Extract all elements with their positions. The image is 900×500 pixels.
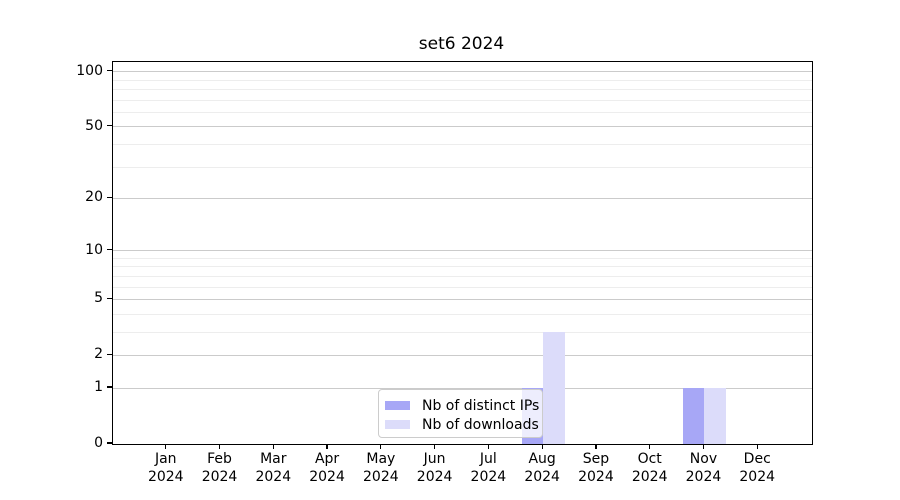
x-tick-month: Aug — [528, 451, 556, 467]
gridline-minor — [113, 275, 812, 277]
x-tick-month: Dec — [743, 451, 771, 467]
x-tick-label: Feb 2024 — [190, 450, 250, 486]
gridline-minor — [113, 257, 812, 259]
x-tick-year: 2024 — [685, 469, 722, 485]
gridline-minor — [113, 331, 812, 333]
y-tick-label: 5 — [94, 290, 103, 307]
x-tick-label: Aug 2024 — [512, 450, 572, 486]
gridline-major — [113, 126, 812, 128]
gridline-minor — [113, 99, 812, 101]
gridline-minor — [113, 166, 812, 168]
y-tick-label: 2 — [94, 346, 103, 363]
legend: Nb of distinct IPs Nb of downloads — [378, 389, 543, 438]
x-tick-mark — [165, 444, 167, 449]
x-tick-label: Sep 2024 — [566, 450, 626, 486]
x-tick-year: 2024 — [578, 469, 614, 485]
legend-swatch-distinct-ips — [385, 401, 410, 410]
x-tick-label: Jan 2024 — [136, 450, 196, 486]
x-tick-year: 2024 — [470, 469, 507, 485]
gridline-major — [113, 250, 812, 252]
x-tick-mark — [595, 444, 597, 449]
x-tick-label: Mar 2024 — [243, 450, 303, 486]
x-tick-month: Oct — [637, 451, 662, 467]
x-tick-year: 2024 — [309, 469, 345, 485]
bar-distinct-ips — [682, 388, 705, 444]
y-tick-mark — [107, 297, 112, 300]
y-tick-label: 20 — [85, 189, 103, 206]
gridline-minor — [113, 79, 812, 81]
x-tick-label: Jun 2024 — [405, 450, 465, 486]
x-tick-label: Nov 2024 — [673, 450, 733, 486]
gridline-minor — [113, 143, 812, 145]
x-tick-month: Mar — [260, 451, 287, 467]
gridline-major — [113, 298, 812, 300]
gridline-major — [113, 71, 812, 73]
legend-item-distinct-ips: Nb of distinct IPs — [385, 396, 542, 415]
y-tick-label: 0 — [94, 435, 103, 451]
x-tick-label: Oct 2024 — [620, 450, 680, 486]
gridline-minor — [113, 286, 812, 288]
gridline-major — [113, 197, 812, 199]
legend-label-downloads: Nb of downloads — [422, 416, 539, 433]
x-tick-month: Feb — [207, 451, 232, 467]
y-tick-mark — [107, 125, 112, 127]
x-tick-mark — [272, 444, 274, 449]
x-tick-mark — [434, 444, 436, 449]
x-tick-month: Sep — [582, 451, 610, 467]
x-tick-year: 2024 — [147, 469, 184, 485]
x-tick-month: Jun — [423, 451, 446, 467]
x-tick-mark — [218, 444, 221, 449]
legend-item-downloads: Nb of downloads — [385, 415, 542, 434]
y-tick-mark — [107, 353, 112, 355]
x-tick-year: 2024 — [201, 469, 238, 485]
x-tick-mark — [326, 444, 328, 449]
y-tick-mark — [107, 386, 112, 388]
x-tick-year: 2024 — [739, 469, 776, 485]
y-tick-label: 10 — [85, 241, 103, 258]
legend-swatch-downloads — [385, 420, 410, 429]
x-tick-label: Dec 2024 — [727, 450, 787, 486]
plot-area — [112, 61, 813, 445]
y-tick-label: 50 — [85, 117, 103, 134]
x-tick-mark — [541, 444, 543, 449]
gridline-minor — [113, 89, 812, 91]
x-tick-label: Apr 2024 — [297, 450, 357, 486]
x-tick-year: 2024 — [416, 469, 453, 485]
y-tick-mark — [107, 70, 112, 72]
x-tick-year: 2024 — [363, 469, 399, 485]
x-tick-mark — [702, 444, 705, 449]
x-tick-year: 2024 — [631, 469, 668, 485]
x-tick-month: Jul — [479, 451, 497, 467]
x-tick-mark — [380, 444, 382, 449]
gridline-minor — [113, 313, 812, 315]
x-tick-month: Jan — [154, 451, 177, 467]
bar-downloads — [543, 332, 565, 444]
x-tick-mark — [487, 444, 489, 449]
x-tick-year: 2024 — [524, 469, 560, 485]
gridline-minor — [113, 266, 812, 268]
x-tick-mark — [649, 444, 651, 449]
x-tick-label: May 2024 — [351, 450, 411, 486]
y-tick-mark — [107, 248, 112, 251]
gridline-major — [113, 387, 812, 389]
y-tick-label: 100 — [76, 62, 103, 79]
bar-downloads — [704, 388, 726, 444]
gridline-major — [113, 354, 812, 356]
x-tick-label: Jul 2024 — [458, 450, 518, 486]
legend-label-distinct-ips: Nb of distinct IPs — [422, 397, 540, 414]
gridline-minor — [113, 111, 812, 113]
y-tick-mark — [107, 442, 112, 444]
x-tick-month: Apr — [314, 451, 340, 467]
x-tick-year: 2024 — [255, 469, 292, 485]
y-tick-mark — [107, 196, 112, 199]
x-tick-mark — [756, 444, 758, 449]
x-tick-month: May — [366, 451, 396, 467]
x-tick-month: Nov — [689, 451, 718, 467]
chart-title: set6 2024 — [418, 34, 505, 54]
y-tick-label: 1 — [94, 379, 103, 396]
